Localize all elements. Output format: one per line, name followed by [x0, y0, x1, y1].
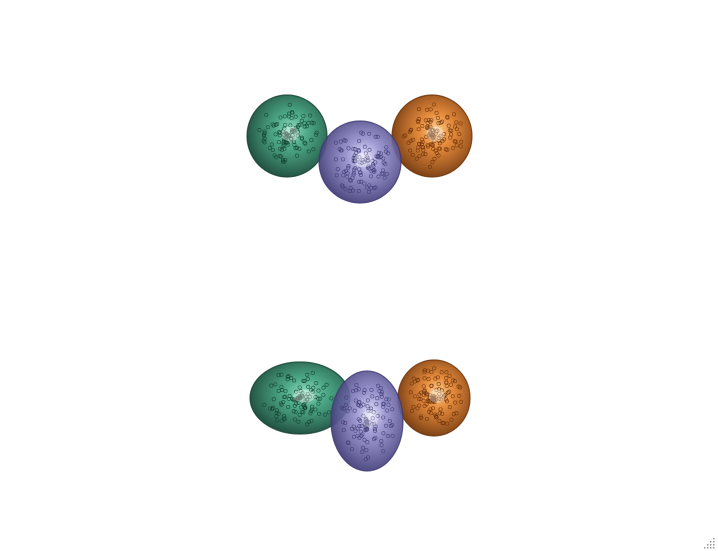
- domain-2-highlight: [354, 152, 373, 168]
- domain-3-atoms: [408, 366, 464, 426]
- domain-1-atoms: [262, 370, 334, 427]
- bottom-view-domain-3-surface[interactable]: [397, 359, 471, 437]
- top-view-domain-3-surface[interactable]: [391, 94, 473, 178]
- domain-3-highlight: [426, 126, 445, 142]
- domain-2-atoms: [339, 382, 395, 462]
- domain-3-highlight: [428, 389, 445, 403]
- domain-1-highlight: [293, 389, 315, 403]
- bottom-view-group: [249, 359, 471, 472]
- top-view-domain-1-surface[interactable]: [246, 94, 328, 178]
- top-view-domain-2-surface[interactable]: [318, 120, 402, 204]
- domain-2-atoms: [333, 130, 391, 194]
- top-view-group: [246, 94, 473, 204]
- bottom-view-domain-2-surface[interactable]: [330, 370, 404, 472]
- domain-3-atoms: [401, 102, 464, 169]
- bottom-view-domain-1-surface[interactable]: [249, 361, 351, 435]
- domain-2-highlight: [361, 409, 378, 428]
- domain-1-highlight: [281, 126, 300, 142]
- domain-1-atoms: [257, 102, 319, 164]
- resize-grip-icon[interactable]: [704, 537, 716, 549]
